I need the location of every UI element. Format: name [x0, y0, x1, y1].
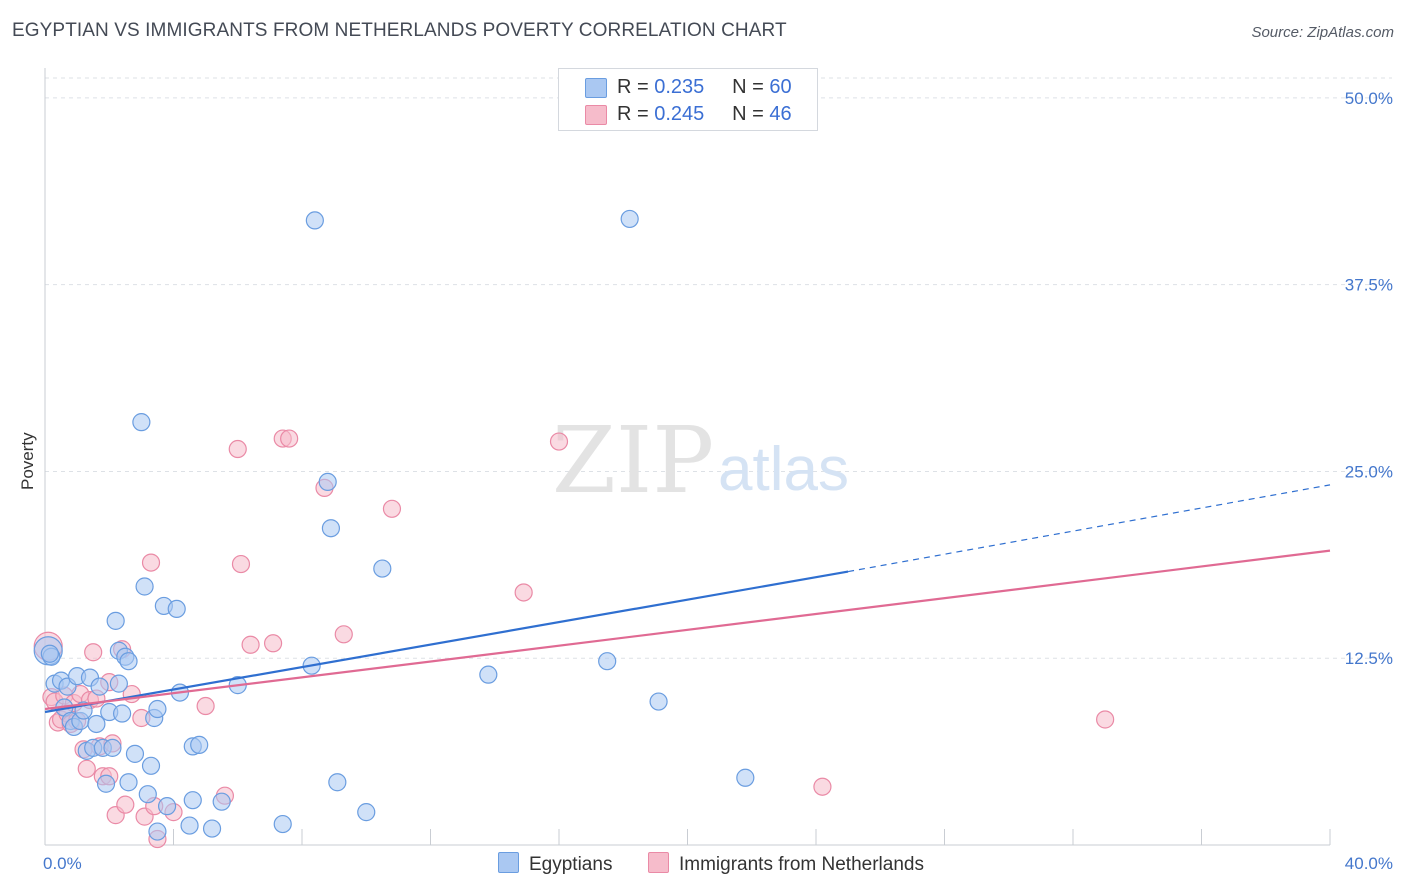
- egyptians-point: [90, 677, 109, 696]
- watermark: ZIP atlas: [552, 407, 849, 514]
- egyptians-point: [148, 822, 167, 841]
- egyptians-point: [305, 211, 324, 230]
- egyptians-point: [202, 819, 222, 838]
- legend-r-value: 0.245: [654, 103, 705, 125]
- legend-swatch-pink: [648, 852, 669, 873]
- chart-title: EGYPTIAN VS IMMIGRANTS FROM NETHERLANDS …: [12, 20, 787, 41]
- legend-swatch-blue: [498, 852, 519, 873]
- egyptians-trend-extension: [848, 484, 1331, 573]
- netherlands-trend-line: [44, 549, 1331, 711]
- netherlands-point: [228, 439, 247, 459]
- legend-n-value: 46: [769, 103, 792, 125]
- watermark-zip: ZIP: [552, 407, 714, 514]
- legend-swatch-pink: [585, 105, 607, 125]
- bottom-legend-egyptians: Egyptians: [498, 852, 612, 876]
- egyptians-point: [125, 744, 145, 763]
- legend-label-egyptians: Egyptians: [529, 854, 613, 875]
- y-tick-label: 37.5%: [1345, 276, 1393, 295]
- y-axis-label: Poverty: [18, 432, 37, 490]
- netherlands-point: [84, 643, 103, 662]
- egyptians-point: [357, 803, 376, 822]
- egyptians-point: [135, 577, 154, 596]
- egyptians-point: [87, 714, 106, 734]
- egyptians-trend-line: [44, 570, 849, 714]
- egyptians-point: [112, 704, 132, 723]
- egyptians-point: [106, 611, 125, 630]
- egyptians-point: [212, 792, 231, 811]
- netherlands-point: [280, 429, 299, 448]
- egyptians-point: [141, 756, 161, 775]
- egyptians-point: [736, 768, 755, 787]
- egyptians-point: [373, 559, 392, 578]
- netherlands-point: [334, 625, 353, 644]
- egyptians-point: [157, 797, 177, 816]
- y-tick-label: 25.0%: [1345, 462, 1393, 481]
- netherlands-point: [231, 554, 251, 574]
- egyptians-point: [40, 644, 59, 663]
- trend-lines: [44, 484, 1331, 714]
- egyptians-point: [132, 413, 151, 432]
- legend-n-value: 60: [769, 76, 792, 98]
- grid-lines: [45, 77, 1392, 659]
- legend-swatch-blue: [585, 78, 607, 98]
- watermark-atlas: atlas: [718, 435, 849, 504]
- egyptians-point: [479, 665, 498, 684]
- x-tick-label: 0.0%: [43, 854, 82, 873]
- netherlands-point: [141, 553, 161, 572]
- egyptians-point: [167, 599, 186, 619]
- netherlands-point: [241, 635, 260, 654]
- stats-legend: R = 0.235 N = 60 R = 0.245 N = 46: [558, 68, 818, 131]
- netherlands-point: [263, 634, 283, 653]
- legend-n-label: N =: [732, 103, 764, 125]
- bottom-legend-netherlands: Immigrants from Netherlands: [648, 852, 924, 876]
- legend-r-value: 0.235: [654, 76, 705, 98]
- egyptians-point: [180, 816, 199, 835]
- axes: [44, 68, 1331, 846]
- legend-label-netherlands: Immigrants from Netherlands: [679, 854, 924, 875]
- source-label: Source: ZipAtlas.com: [1251, 24, 1394, 41]
- legend-r-label: R =: [617, 103, 649, 125]
- legend-r-label: R =: [617, 76, 649, 98]
- legend-n-label: N =: [732, 76, 764, 98]
- netherlands-point: [196, 696, 215, 716]
- series-egyptians: [33, 209, 755, 841]
- y-tick-label: 50.0%: [1345, 89, 1393, 108]
- egyptians-point: [103, 738, 122, 757]
- netherlands-point: [77, 759, 96, 778]
- egyptians-point: [96, 774, 116, 793]
- tick-labels: 12.5% 25.0% 37.5% 50.0% 0.0% 40.0%: [43, 89, 1393, 873]
- netherlands-point: [1096, 710, 1115, 729]
- egyptians-point: [598, 652, 617, 671]
- egyptians-point: [318, 472, 337, 492]
- egyptians-point: [190, 735, 209, 754]
- egyptians-point: [321, 519, 341, 538]
- netherlands-point: [514, 583, 533, 602]
- egyptians-point: [620, 209, 639, 229]
- x-tick-label: 40.0%: [1345, 854, 1393, 873]
- netherlands-point: [813, 777, 832, 796]
- egyptians-point: [138, 785, 157, 804]
- netherlands-point: [382, 499, 402, 518]
- netherlands-point: [116, 795, 135, 814]
- egyptians-point: [649, 692, 668, 711]
- egyptians-point: [119, 773, 138, 792]
- egyptians-point: [328, 773, 347, 792]
- egyptians-point: [183, 791, 202, 810]
- y-tick-label: 12.5%: [1345, 649, 1393, 668]
- egyptians-point: [273, 814, 292, 834]
- egyptians-point: [119, 652, 138, 671]
- egyptians-point: [148, 699, 167, 719]
- netherlands-point: [549, 432, 569, 451]
- egyptians-point: [109, 674, 128, 693]
